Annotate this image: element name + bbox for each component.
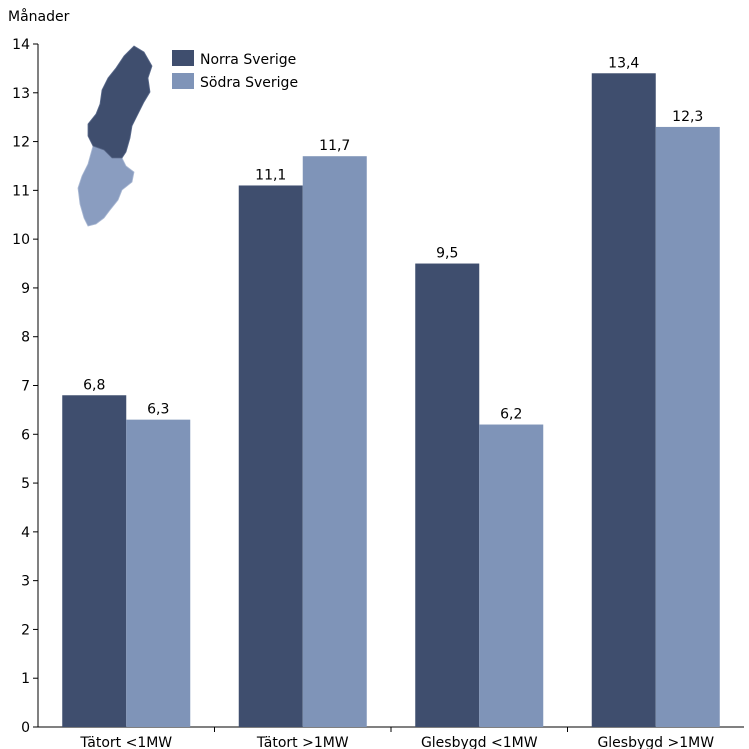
y-tick-label: 8	[21, 330, 30, 346]
bar-sodra	[126, 419, 191, 727]
legend-swatch-sodra	[172, 73, 194, 89]
legend: Norra Sverige Södra Sverige	[172, 50, 298, 91]
legend-label-sodra: Södra Sverige	[200, 75, 298, 91]
y-tick-label: 2	[21, 622, 30, 638]
sweden-map-icon	[77, 45, 153, 227]
bar-norra	[238, 185, 303, 727]
y-tick-label: 0	[21, 720, 30, 736]
y-tick-label: 3	[21, 574, 30, 590]
bar-sodra	[302, 156, 367, 727]
category-label: Tätort <1MW	[79, 735, 172, 749]
bar-sodra	[655, 126, 720, 727]
bar-norra	[62, 395, 127, 727]
y-tick-label: 12	[12, 135, 30, 151]
data-label: 12,3	[672, 109, 703, 125]
data-label: 6,8	[83, 377, 105, 393]
y-tick-label: 11	[12, 183, 30, 199]
y-axis-label: Månader	[8, 8, 70, 25]
sweden-north-region	[87, 45, 153, 159]
y-tick-label: 5	[21, 476, 30, 492]
bar-sodra	[479, 424, 544, 727]
category-labels: Tätort <1MW Tätort >1MW Glesbygd <1MW Glesb…	[79, 735, 714, 749]
legend-swatch-norra	[172, 50, 194, 66]
sweden-south-region	[77, 145, 135, 227]
y-tick-label: 13	[12, 86, 30, 102]
legend-label-norra: Norra Sverige	[200, 52, 296, 68]
data-label: 11,7	[319, 138, 350, 154]
y-tick-label: 4	[21, 525, 30, 541]
y-tick-label: 9	[21, 281, 30, 297]
bar-norra	[591, 73, 656, 728]
y-tick-label: 7	[21, 379, 30, 395]
data-label: 6,2	[500, 407, 522, 423]
data-labels: 6,8 6,3 11,1 11,7 9,5 6,2 13,4 12,3	[83, 55, 703, 422]
category-label: Tätort >1MW	[256, 735, 349, 749]
data-label: 11,1	[255, 167, 286, 183]
bars	[62, 73, 720, 728]
category-label: Glesbygd >1MW	[597, 735, 714, 749]
category-label: Glesbygd <1MW	[421, 735, 538, 749]
data-label: 13,4	[608, 55, 639, 71]
y-tick-label: 10	[12, 232, 30, 248]
y-tick-label: 1	[21, 671, 30, 687]
bar-norra	[415, 263, 480, 727]
data-label: 6,3	[147, 402, 169, 418]
y-tick-label: 6	[21, 427, 30, 443]
y-tick-label: 14	[12, 37, 30, 53]
data-label: 9,5	[436, 246, 458, 262]
